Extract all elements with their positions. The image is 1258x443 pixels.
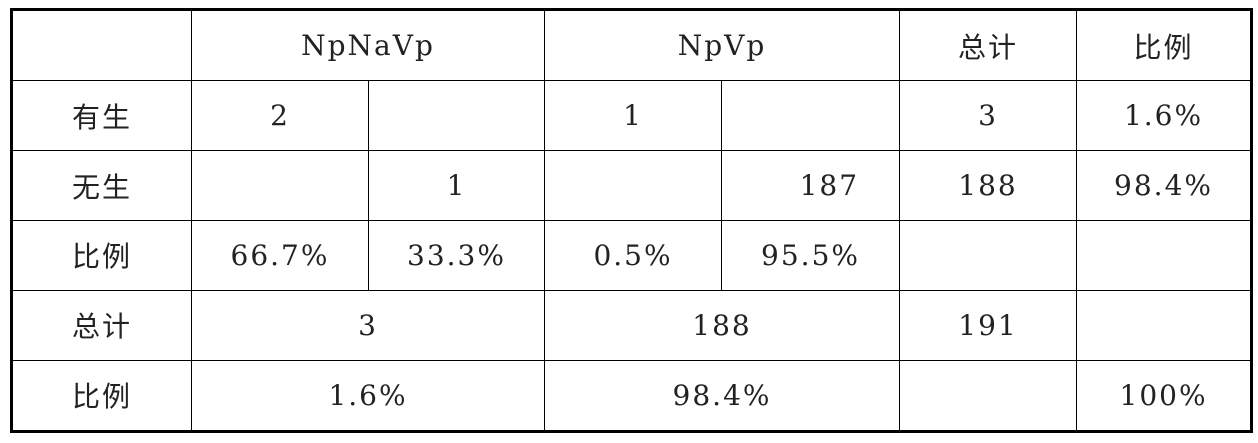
cell: 2 — [191, 80, 369, 152]
row-label: 有生 — [11, 80, 192, 152]
cell: 33.3% — [367, 219, 546, 291]
cell: 188 — [899, 150, 1078, 221]
header-cell: NpNaVp — [190, 8, 546, 82]
header-cell: NpVp — [544, 8, 901, 82]
empty-cell — [1076, 289, 1253, 361]
table-row: 比例 1.6% 98.4% 100% — [11, 359, 1253, 433]
empty-cell — [899, 219, 1078, 291]
empty-cell — [544, 150, 723, 221]
cell: 100% — [1076, 359, 1253, 433]
cell: 188 — [544, 289, 901, 361]
header-cell: 比例 — [1076, 8, 1253, 82]
cell: 191 — [899, 289, 1078, 361]
cell: 66.7% — [191, 219, 369, 291]
empty-cell — [1076, 219, 1253, 291]
table-row: 比例 66.7% 33.3% 0.5% 95.5% — [11, 219, 1253, 291]
row-label: 比例 — [11, 359, 192, 433]
data-table: NpNaVp NpVp 总计 比例 有生 2 1 3 1.6% 无生 1 187… — [10, 8, 1254, 433]
header-row: NpNaVp NpVp 总计 比例 — [11, 8, 1253, 82]
cell: 1 — [367, 150, 546, 221]
corner-cell — [11, 8, 192, 82]
empty-cell — [721, 80, 901, 152]
empty-cell — [367, 80, 546, 152]
row-label: 无生 — [11, 150, 192, 221]
row-label: 总计 — [11, 289, 192, 361]
table-row: 有生 2 1 3 1.6% — [11, 80, 1253, 152]
cell: 187 — [721, 150, 901, 221]
row-label: 比例 — [11, 219, 192, 291]
cell: 1.6% — [1076, 80, 1253, 152]
cell: 1.6% — [190, 359, 546, 433]
cell: 95.5% — [721, 219, 901, 291]
table-row: 总计 3 188 191 — [11, 289, 1253, 361]
cell: 98.4% — [1076, 150, 1253, 221]
header-cell: 总计 — [899, 8, 1078, 82]
table-row: 无生 1 187 188 98.4% — [11, 150, 1253, 221]
cell: 0.5% — [544, 219, 723, 291]
cell: 3 — [190, 289, 546, 361]
empty-cell — [899, 359, 1078, 433]
cell: 98.4% — [544, 359, 901, 433]
empty-cell — [191, 150, 369, 221]
cell: 3 — [899, 80, 1078, 152]
cell: 1 — [544, 80, 723, 152]
